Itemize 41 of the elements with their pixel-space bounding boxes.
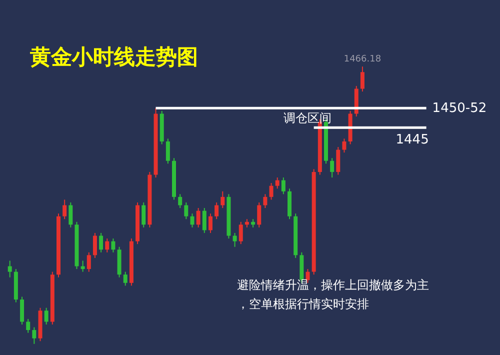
chart-title: 黄金小时线走势图 [29,45,198,69]
candlestick [220,190,225,209]
annotation: 调仓区间 [283,111,332,126]
candlestick [86,252,91,272]
candlestick [166,138,170,164]
candlestick [123,271,128,286]
text: 1445 [396,132,429,148]
candlestick [281,177,286,195]
candlestick [190,213,194,228]
candlestick [336,146,340,176]
candlestick [111,238,116,253]
candlestick [8,260,12,278]
candlestick [105,238,110,253]
candlestick [68,202,73,228]
candlestick [44,307,48,325]
candlestick [208,213,212,234]
candlestick [360,66,364,92]
candlestick [238,221,243,245]
candlestick [92,232,97,258]
candlestick [263,194,268,209]
candlestick [32,326,36,344]
candlestick [80,260,85,272]
candlestick [214,202,219,220]
candlestick [269,182,274,200]
candlestick [26,318,30,334]
text: 1450-52 [432,101,487,116]
candlestick [232,232,237,248]
candlestick [330,158,334,178]
candlestick [99,232,104,253]
candlestick [196,208,200,228]
candlestick [178,194,182,209]
candlestick [257,202,262,228]
candlestick [142,202,146,228]
candlestick [342,138,346,154]
candlestick [202,208,206,234]
text: 1466.18 [344,54,382,65]
candlestick [275,177,280,190]
candlestick [20,296,24,325]
candlestick [62,199,67,220]
annotation: 避险情绪升温，操作上回撤做多为主，空单根据行情实时安排 [237,278,429,311]
candlestick [184,202,188,220]
